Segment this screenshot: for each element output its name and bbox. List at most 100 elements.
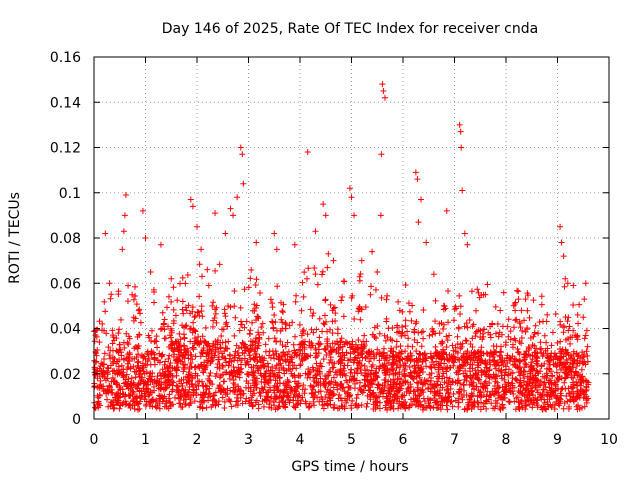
data-point <box>135 351 142 358</box>
data-point <box>279 341 286 348</box>
data-point <box>98 360 105 367</box>
data-point <box>406 363 413 370</box>
data-point <box>530 297 537 304</box>
data-point <box>208 403 215 410</box>
data-point <box>470 321 477 328</box>
data-point <box>289 319 296 326</box>
data-point <box>225 362 232 369</box>
data-point <box>305 265 312 272</box>
data-point <box>300 293 307 300</box>
data-point <box>201 338 208 345</box>
data-point <box>323 318 330 325</box>
data-point <box>191 398 198 405</box>
data-point <box>310 310 317 317</box>
data-point <box>275 404 282 411</box>
data-point <box>580 353 587 360</box>
data-point <box>579 354 586 361</box>
data-point <box>272 365 279 372</box>
data-point <box>402 332 409 339</box>
data-point <box>541 332 548 339</box>
data-point <box>136 373 143 380</box>
data-point <box>578 366 585 373</box>
data-point <box>398 332 405 339</box>
data-point <box>173 372 180 379</box>
x-tick-label: 2 <box>193 432 202 448</box>
data-point <box>162 358 169 365</box>
y-axis-label: ROTI / TECUs <box>7 192 23 284</box>
data-point <box>158 375 165 382</box>
data-point <box>160 320 167 327</box>
data-point <box>402 322 409 329</box>
y-tick-labels: 0 0.02 0.04 0.06 0.08 0.1 0.12 0.14 0.16 <box>50 50 81 428</box>
data-point <box>231 332 238 339</box>
data-point <box>236 327 243 334</box>
data-point <box>565 390 572 397</box>
data-point <box>552 311 559 318</box>
data-point <box>179 298 186 305</box>
data-point <box>231 381 238 388</box>
data-point <box>297 362 304 369</box>
data-point <box>137 319 144 326</box>
data-point <box>561 283 568 290</box>
data-point <box>514 287 521 294</box>
data-point <box>543 339 550 346</box>
data-point <box>377 389 384 396</box>
data-point <box>219 326 226 333</box>
data-point <box>218 333 225 340</box>
data-point <box>445 383 452 390</box>
data-point <box>239 400 246 407</box>
data-point <box>252 282 259 289</box>
data-point <box>404 357 411 364</box>
data-point <box>513 316 520 323</box>
data-point <box>268 367 275 374</box>
data-point <box>260 329 267 336</box>
data-point <box>444 356 451 363</box>
data-point <box>517 324 524 331</box>
y-tick-label: 0.06 <box>50 276 81 292</box>
data-point <box>478 292 485 299</box>
y-tick-label: 0.02 <box>50 367 81 383</box>
data-point <box>377 350 384 357</box>
data-point <box>384 334 391 341</box>
data-point <box>517 358 524 365</box>
data-point <box>445 319 452 326</box>
data-point <box>178 380 185 387</box>
data-point <box>163 304 170 311</box>
data-point <box>564 318 571 325</box>
data-point <box>120 366 127 373</box>
data-point <box>298 397 305 404</box>
data-point <box>290 341 297 348</box>
data-point <box>221 398 228 405</box>
data-point <box>223 359 230 366</box>
data-point <box>359 348 366 355</box>
data-point <box>361 342 368 349</box>
data-point <box>523 348 530 355</box>
data-point <box>282 320 289 327</box>
data-point <box>446 393 453 400</box>
data-point <box>526 345 533 352</box>
data-point <box>319 268 326 275</box>
data-point <box>116 405 123 412</box>
data-point <box>404 328 411 335</box>
data-point <box>497 307 504 314</box>
data-point <box>136 306 143 313</box>
data-point <box>168 298 175 305</box>
data-point <box>380 390 387 397</box>
data-point <box>364 392 371 399</box>
data-point <box>454 333 461 340</box>
data-point <box>383 296 390 303</box>
data-point <box>156 405 163 412</box>
data-point <box>553 369 560 376</box>
data-point <box>412 402 419 409</box>
data-point <box>177 336 184 343</box>
data-point <box>384 292 391 299</box>
data-points <box>91 81 592 413</box>
data-point <box>192 353 199 360</box>
data-point <box>135 307 142 314</box>
data-point <box>165 355 172 362</box>
data-point <box>499 401 506 408</box>
data-point <box>262 341 269 348</box>
data-point <box>381 332 388 339</box>
data-point <box>420 395 427 402</box>
data-point <box>382 337 389 344</box>
